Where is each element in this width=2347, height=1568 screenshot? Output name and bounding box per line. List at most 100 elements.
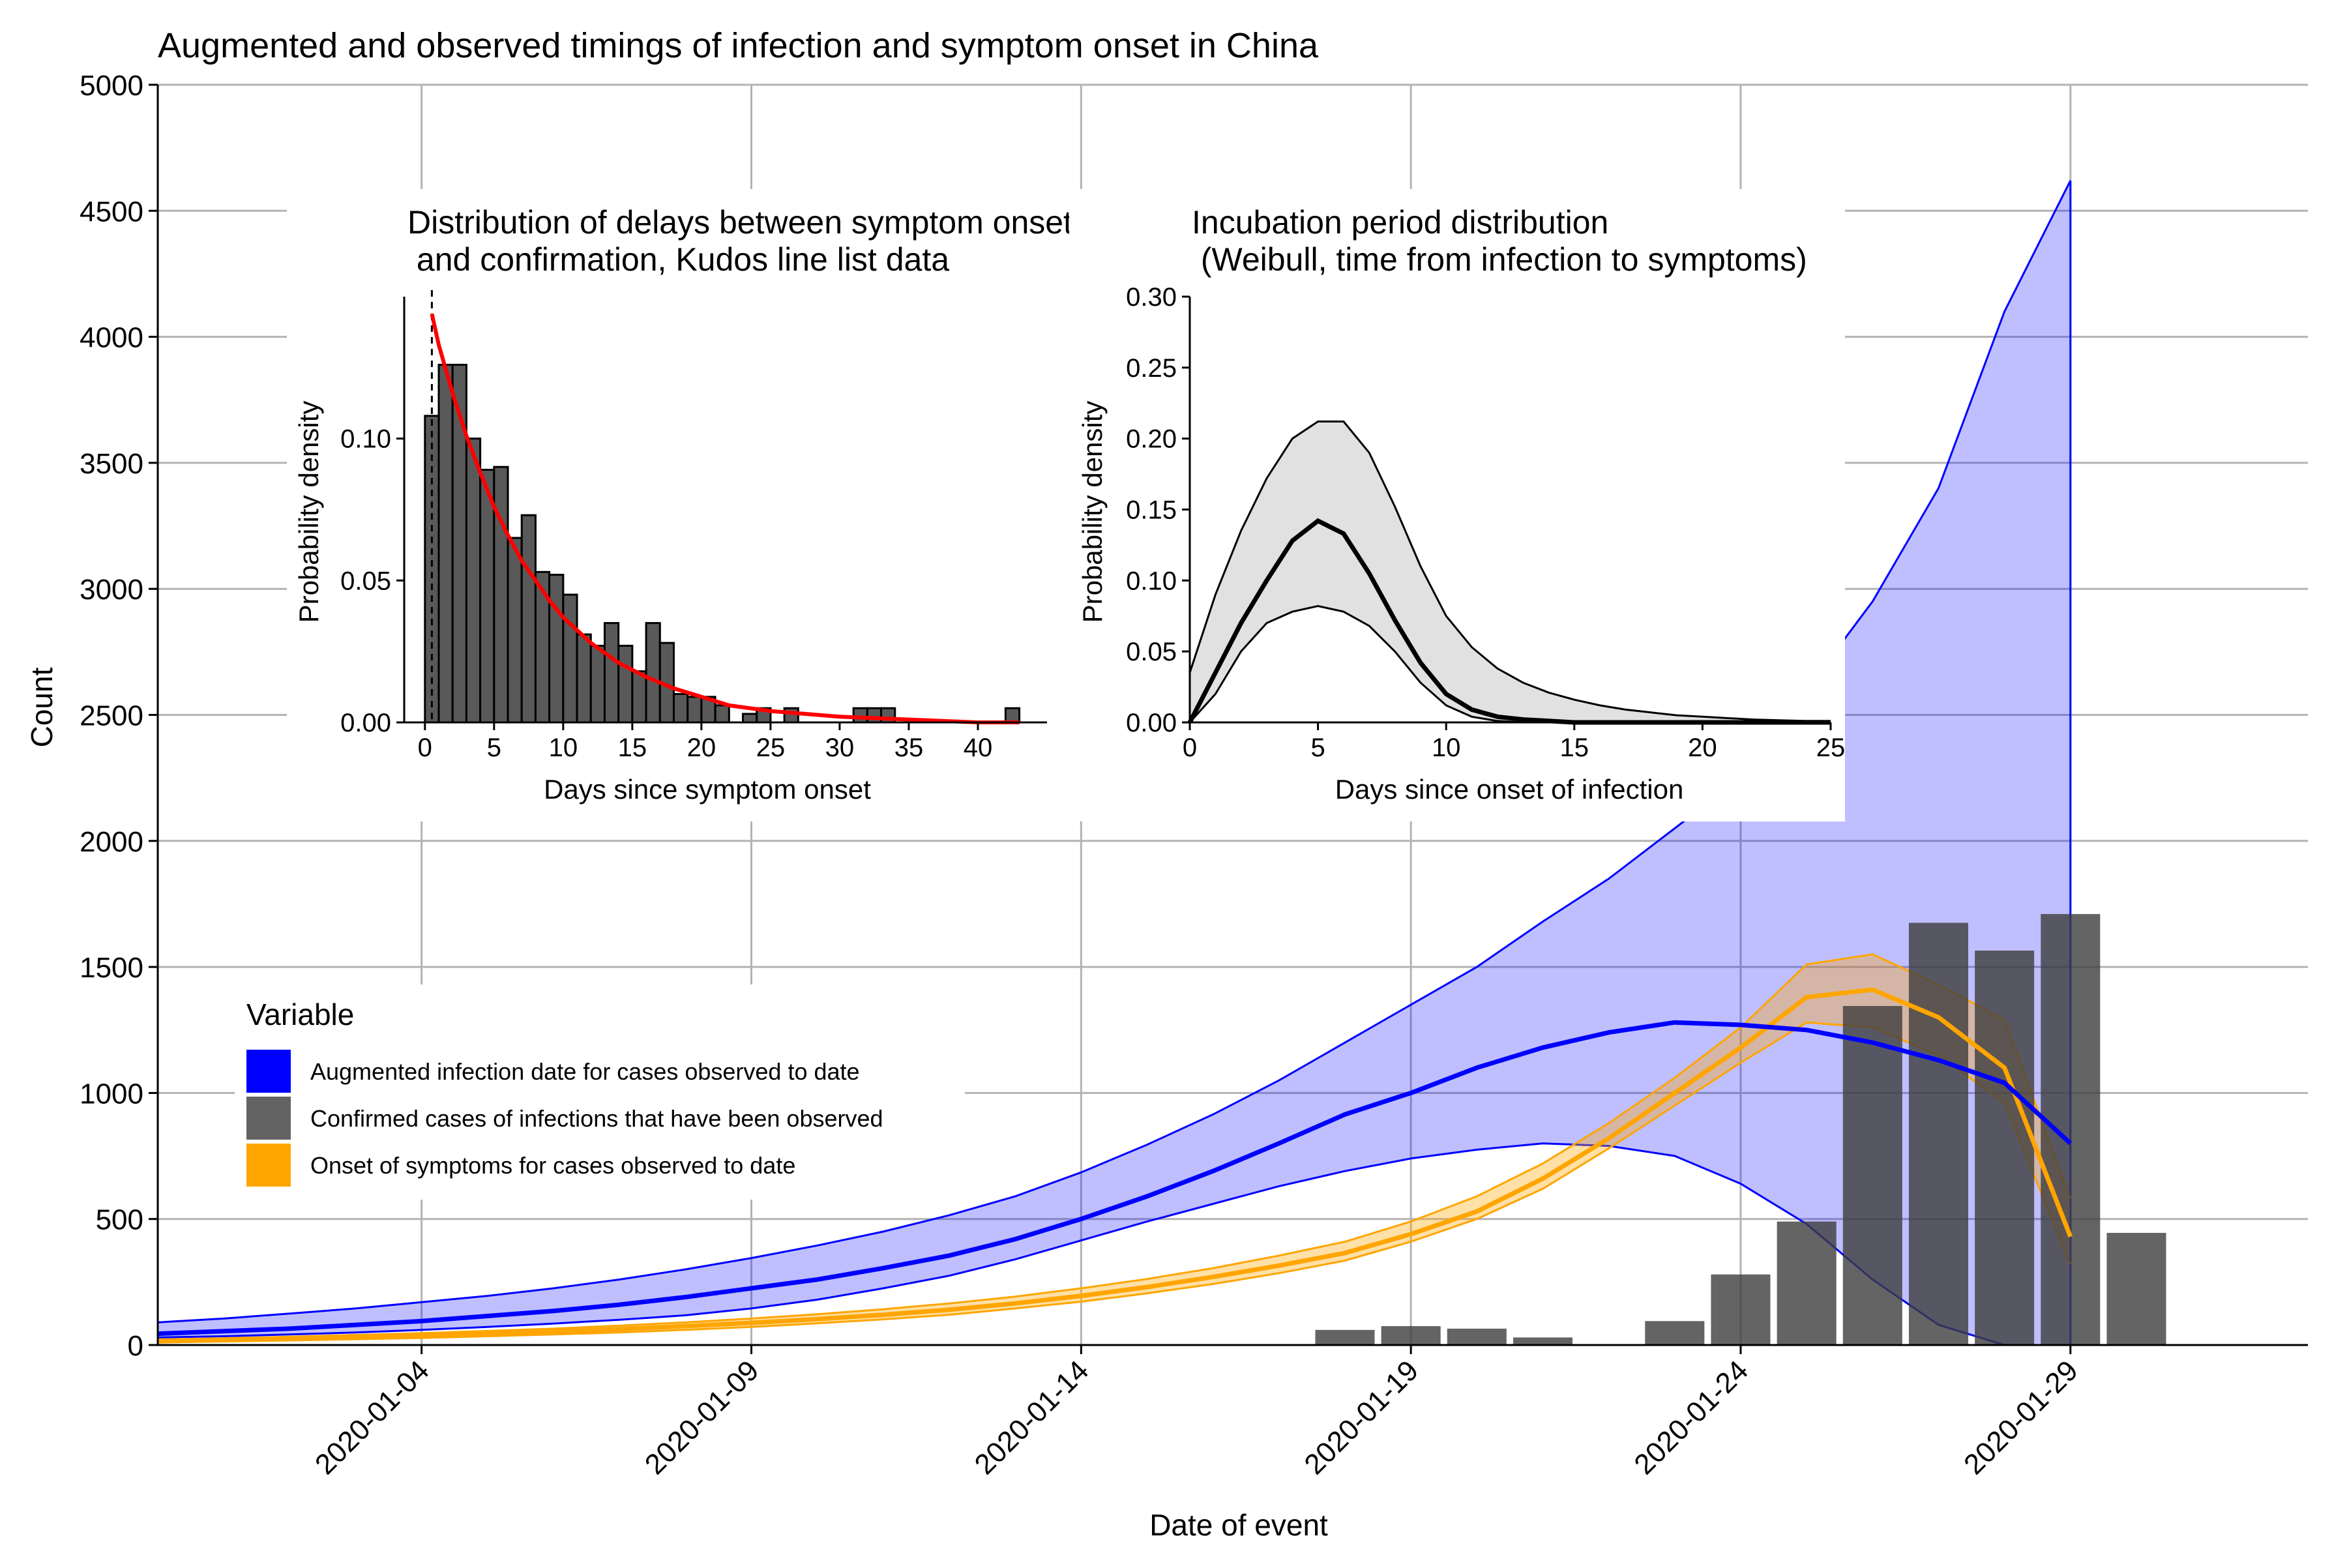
main-y-tick-label-1500: 1500	[80, 952, 143, 984]
inset-incubation-title-line2: (Weibull, time from infection to symptom…	[1192, 241, 1807, 278]
main-y-tick-label-2000: 2000	[80, 826, 143, 858]
confirmed-bar-2020-01-18	[1315, 1329, 1375, 1345]
delay-bar-19	[686, 696, 703, 724]
inset-delay-x-tick-label-15: 15	[618, 733, 647, 762]
delay-bar-3	[465, 437, 482, 724]
main-y-tick-label-4500: 4500	[80, 196, 143, 228]
main-y-tick-label-4000: 4000	[80, 322, 143, 354]
inset-delay-x-tick-label-35: 35	[894, 733, 924, 762]
inset-incubation-x-tick-label-10: 10	[1432, 733, 1461, 762]
legend: Variable Augmented infection date for ca…	[235, 984, 965, 1200]
delay-bar-16	[645, 622, 661, 724]
inset-incubation-y-tick-label-4: 0.20	[1126, 425, 1177, 454]
legend-background	[235, 984, 965, 1200]
inset-incubation-x-axis-label: Days since onset of infection	[1335, 774, 1684, 805]
main-x-axis-label: Date of event	[1149, 1508, 1328, 1542]
inset-delay-x-tick-label-0: 0	[418, 733, 432, 762]
inset-delay-x-tick-label-20: 20	[687, 733, 716, 762]
delay-bar-0	[424, 415, 440, 724]
inset-delay-y-tick-label-0: 0.00	[340, 709, 391, 737]
confirmed-bar-2020-01-24	[1711, 1274, 1771, 1345]
delay-bar-9	[548, 574, 565, 724]
delay-fit-curve	[430, 290, 1020, 724]
confirmed-bar-2020-01-25	[1777, 1221, 1837, 1345]
inset-incubation-y-tick-label-3: 0.15	[1126, 496, 1177, 525]
main-y-tick-label-5000: 5000	[80, 70, 143, 102]
confirmed-bar-2020-01-20	[1447, 1328, 1507, 1345]
inset-delay-y-axis-label: Probability density	[293, 401, 324, 623]
inset-incubation-y-tick-label-5: 0.25	[1126, 354, 1177, 383]
main-chart-title: Augmented and observed timings of infect…	[158, 26, 1319, 65]
legend-label-1: Confirmed cases of infections that have …	[310, 1105, 883, 1132]
main-y-axis-label: Count	[25, 667, 59, 747]
main-x-tick-label-2020-01-24: 2020-01-24	[1628, 1354, 1754, 1481]
main-x-tick-label-2020-01-29: 2020-01-29	[1958, 1354, 2084, 1481]
inset-incubation-y-ticks: 0.00 0.05 0.10 0.15 0.20 0.25 0.30	[1126, 283, 1190, 737]
delay-bar-21	[714, 704, 730, 724]
delay-bar-6	[507, 537, 523, 724]
confirmed-bars-group	[1315, 913, 2166, 1345]
inset-incubation-x-tick-label-25: 25	[1816, 733, 1846, 762]
inset-incubation-title-line1: Incubation period distribution	[1192, 204, 1608, 241]
main-y-tick-label-3500: 3500	[80, 448, 143, 480]
delay-bar-12	[589, 644, 606, 724]
delay-bar-4	[479, 469, 495, 724]
inset-delay-title-line1: Distribution of delays between symptom o…	[407, 204, 1072, 241]
confirmed-bar-2020-01-26	[1842, 1006, 1902, 1345]
inset-delay-y-ticks: 0.00 0.05 0.10	[340, 425, 404, 737]
confirmed-bar-2020-01-21	[1513, 1337, 1573, 1345]
main-x-tick-labels: 2020-01-04 2020-01-09 2020-01-14 2020-01-19…	[309, 1345, 2084, 1481]
delay-bar-10	[562, 593, 578, 724]
delay-bar-23	[742, 713, 758, 724]
inset-delay-x-tick-label-10: 10	[549, 733, 578, 762]
confirmed-bar-2020-01-27	[1908, 923, 1968, 1345]
inset-incubation-x-tick-label-15: 15	[1560, 733, 1589, 762]
legend-label-2: Onset of symptoms for cases observed to …	[310, 1152, 795, 1179]
inset-delay-x-tick-label-30: 30	[825, 733, 855, 762]
orange-ribbon-lower-line	[157, 1021, 2072, 1344]
inset-delay-y-tick-label-2: 0.10	[340, 425, 391, 454]
main-y-tick-labels: 0 500 1000 1500 2000 2500 3000 3500 4000 4500 5000	[80, 70, 158, 1362]
inset-incubation-y-tick-label-0: 0.00	[1126, 709, 1177, 737]
orange-median-line	[157, 987, 2073, 1344]
confirmed-bar-2020-01-30	[2106, 1232, 2166, 1345]
confirmed-bar-2020-01-23	[1645, 1321, 1705, 1345]
inset-incubation-panel	[1069, 189, 1845, 821]
delay-bar-14	[617, 644, 634, 724]
legend-label-0: Augmented infection date for cases obser…	[310, 1058, 860, 1085]
inset-delay-x-ticks: 0 5 10 15 20 25 30 35 40	[418, 722, 992, 762]
inset-incubation-y-axis-label: Probability density	[1077, 401, 1108, 623]
main-y-tick-label-2500: 2500	[80, 700, 143, 732]
delay-bar-1	[437, 363, 454, 724]
inset-delay-x-axis-label: Days since symptom onset	[544, 774, 871, 805]
confirmed-bar-2020-01-29	[2041, 913, 2101, 1345]
blue-ribbon	[158, 180, 2071, 1345]
orange-ribbon-upper-line	[157, 953, 2072, 1340]
incubation-ribbon-fill	[1190, 421, 1831, 722]
legend-swatch-2	[246, 1144, 291, 1187]
inset-incubation-x-tick-label-0: 0	[1183, 733, 1197, 762]
delay-bar-31	[852, 707, 868, 724]
delay-bar-26	[783, 707, 799, 724]
blue-median-line	[157, 1020, 2073, 1337]
delay-bar-11	[576, 633, 592, 724]
inset-delay-x-tick-label-25: 25	[756, 733, 786, 762]
legend-swatch-1	[246, 1097, 291, 1140]
blue-ribbon-lower-line	[157, 1142, 2071, 1346]
inset-incubation-x-ticks: 0 5 10 15 20 25	[1183, 722, 1845, 762]
incubation-upper-line	[1188, 421, 1831, 722]
legend-title: Variable	[246, 998, 354, 1031]
main-y-tick-label-500: 500	[96, 1204, 143, 1236]
legend-swatch-0	[246, 1050, 291, 1093]
inset-delay-y-tick-label-1: 0.05	[340, 567, 391, 595]
confirmed-bar-2020-01-28	[1975, 950, 2035, 1345]
median-lines-group	[157, 987, 2073, 1344]
main-y-tick-label-1000: 1000	[80, 1078, 143, 1110]
delay-bar-15	[631, 670, 647, 724]
confirmed-bar-2020-01-19	[1381, 1326, 1441, 1345]
delay-bar-13	[603, 622, 620, 724]
main-x-tick-label-2020-01-09: 2020-01-09	[639, 1354, 765, 1481]
inset-delay-title-line2: and confirmation, Kudos line list data	[407, 241, 949, 278]
inset-incubation-y-tick-label-2: 0.10	[1126, 567, 1177, 595]
